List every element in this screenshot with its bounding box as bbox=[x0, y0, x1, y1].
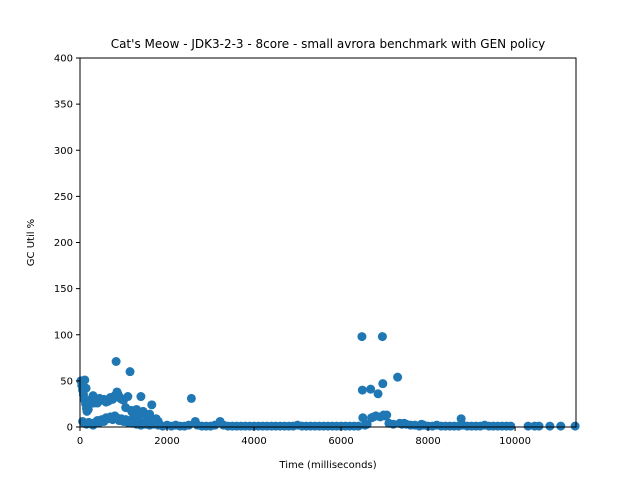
data-point bbox=[358, 413, 368, 423]
data-point bbox=[506, 421, 516, 431]
data-point bbox=[362, 419, 372, 429]
data-point bbox=[393, 372, 403, 382]
data-point bbox=[136, 392, 146, 402]
x-tick-label: 4000 bbox=[241, 436, 266, 447]
data-point bbox=[81, 383, 91, 393]
y-tick-label: 200 bbox=[54, 238, 73, 249]
data-point bbox=[373, 389, 383, 399]
data-point bbox=[357, 332, 367, 342]
x-axis-label: Time (milliseconds) bbox=[278, 460, 376, 471]
y-tick-label: 50 bbox=[60, 376, 73, 387]
y-tick-label: 0 bbox=[67, 423, 73, 434]
data-point bbox=[556, 421, 566, 431]
y-tick-label: 400 bbox=[54, 54, 73, 65]
y-tick-label: 300 bbox=[54, 146, 73, 157]
y-axis: 0 50 100 150 200 250 300 350 400 bbox=[54, 54, 80, 434]
data-point bbox=[382, 410, 392, 420]
x-tick-label: 0 bbox=[77, 436, 83, 447]
y-tick-label: 350 bbox=[54, 100, 73, 111]
points-layer bbox=[76, 332, 580, 431]
data-point bbox=[125, 367, 135, 377]
plot-frame bbox=[79, 57, 577, 428]
data-point bbox=[357, 385, 367, 395]
y-tick-label: 250 bbox=[54, 192, 73, 203]
x-tick-label: 10000 bbox=[499, 436, 531, 447]
data-point bbox=[123, 392, 133, 402]
data-point bbox=[570, 421, 580, 431]
data-point bbox=[378, 379, 388, 389]
data-point bbox=[534, 421, 544, 431]
data-point bbox=[366, 384, 376, 394]
data-point bbox=[80, 375, 90, 385]
x-tick-label: 2000 bbox=[154, 436, 179, 447]
chart-title: Cat's Meow - JDK3-2-3 - 8core - small av… bbox=[111, 37, 546, 51]
x-tick-label: 8000 bbox=[415, 436, 440, 447]
data-point bbox=[186, 393, 196, 403]
y-axis-label: GC Util % bbox=[26, 219, 37, 266]
data-point bbox=[147, 400, 157, 410]
y-tick-label: 150 bbox=[54, 284, 73, 295]
data-point bbox=[377, 332, 387, 342]
x-tick-label: 6000 bbox=[328, 436, 353, 447]
x-axis: 0 2000 4000 6000 8000 10000 bbox=[77, 427, 531, 447]
data-point bbox=[545, 421, 555, 431]
data-point bbox=[523, 421, 533, 431]
y-tick-label: 100 bbox=[54, 330, 73, 341]
data-point bbox=[111, 357, 121, 367]
